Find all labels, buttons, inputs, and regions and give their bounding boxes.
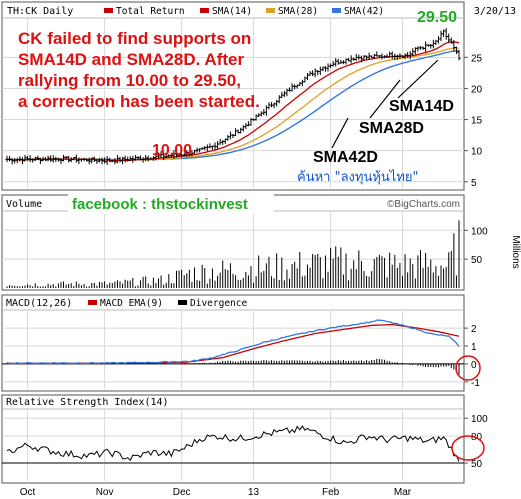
y-tick-label: 1 <box>471 342 477 353</box>
sma42-pointer <box>331 117 349 149</box>
annotation-line-2: SMA14D and SMA28D. After <box>18 50 244 69</box>
macd-line <box>6 319 460 365</box>
y-tick-label: 2 <box>471 324 477 335</box>
legend-label: SMA(28) <box>278 6 318 17</box>
symbol-label: TH:CK Daily <box>7 6 73 17</box>
legend-swatch <box>200 8 209 13</box>
legend-label: Divergence <box>190 298 247 309</box>
legend-swatch <box>266 8 275 13</box>
volume-title: Volume <box>6 199 42 210</box>
macd-panel <box>1 294 465 392</box>
y-tick-label: 0 <box>471 360 477 371</box>
thai-search-label: ค้นหา "ลงทุนหุ้นไทย" <box>297 169 419 185</box>
sma28-pointer <box>369 79 401 119</box>
rsi-highlight-circle <box>451 435 485 461</box>
chart-date: 3/20/13 <box>474 6 516 17</box>
sma28-label: SMA28D <box>359 120 424 137</box>
y-tick-label: 15 <box>471 116 483 127</box>
sma42-label: SMA42D <box>313 149 378 166</box>
sma14-label: SMA14D <box>389 98 454 115</box>
bigcharts-watermark: ©BigCharts.com <box>387 199 460 210</box>
price-series <box>5 28 461 165</box>
legend-swatch <box>332 8 341 13</box>
y-tick-label: 10 <box>471 147 483 158</box>
x-tick-label: Nov <box>96 487 114 498</box>
price-legend: Total Return SMA(14) SMA(28) SMA(42) <box>104 6 384 17</box>
facebook-label: facebook : thstockinvest <box>72 196 248 213</box>
legend-label: Total Return <box>116 6 185 17</box>
y-tick-label: 25 <box>471 53 483 64</box>
macd-title: MACD(12,26) <box>6 298 72 309</box>
y-tick-label: 50 <box>471 459 483 470</box>
x-tick-label: 13 <box>248 487 260 498</box>
low-price-label: 10.00 <box>152 142 192 159</box>
macd-highlight-circle <box>455 355 481 381</box>
legend-label: SMA(42) <box>344 6 384 17</box>
rsi-line <box>6 425 460 462</box>
y-tick-label: 20 <box>471 84 483 95</box>
x-tick-label: Feb <box>322 487 340 498</box>
volume-bars <box>6 220 460 288</box>
y-tick-label: 100 <box>471 226 488 237</box>
volume-unit: Millions <box>510 235 521 268</box>
x-tick-label: Oct <box>20 487 36 498</box>
y-tick-label: -1 <box>471 378 480 389</box>
x-tick-label: Dec <box>173 487 191 498</box>
sma14-pointer <box>397 59 439 99</box>
legend-swatch <box>178 300 187 305</box>
annotation-line-1: CK failed to find supports on <box>18 29 251 48</box>
legend-swatch <box>88 300 97 305</box>
legend-label: MACD EMA(9) <box>100 298 163 309</box>
y-tick-label: 100 <box>471 414 488 425</box>
x-tick-label: Mar <box>394 487 412 498</box>
facebook-banner <box>68 194 274 214</box>
rsi-series <box>2 425 464 464</box>
annotation-line-4: a correction has been started. <box>18 92 260 111</box>
macd-legend: MACD EMA(9) Divergence <box>88 298 247 309</box>
annotation-line-3: rallying from 10.00 to 29.50, <box>18 71 241 90</box>
legend-swatch <box>104 8 113 13</box>
macd-series <box>2 319 464 375</box>
x-axis: Oct Nov Dec 13 Feb Mar <box>20 487 412 498</box>
legend-label: SMA(14) <box>212 6 252 17</box>
rsi-title: Relative Strength Index(14) <box>6 397 169 408</box>
high-price-label: 29.50 <box>417 9 457 26</box>
y-tick-label: 50 <box>471 255 483 266</box>
y-tick-label: 5 <box>471 178 477 189</box>
